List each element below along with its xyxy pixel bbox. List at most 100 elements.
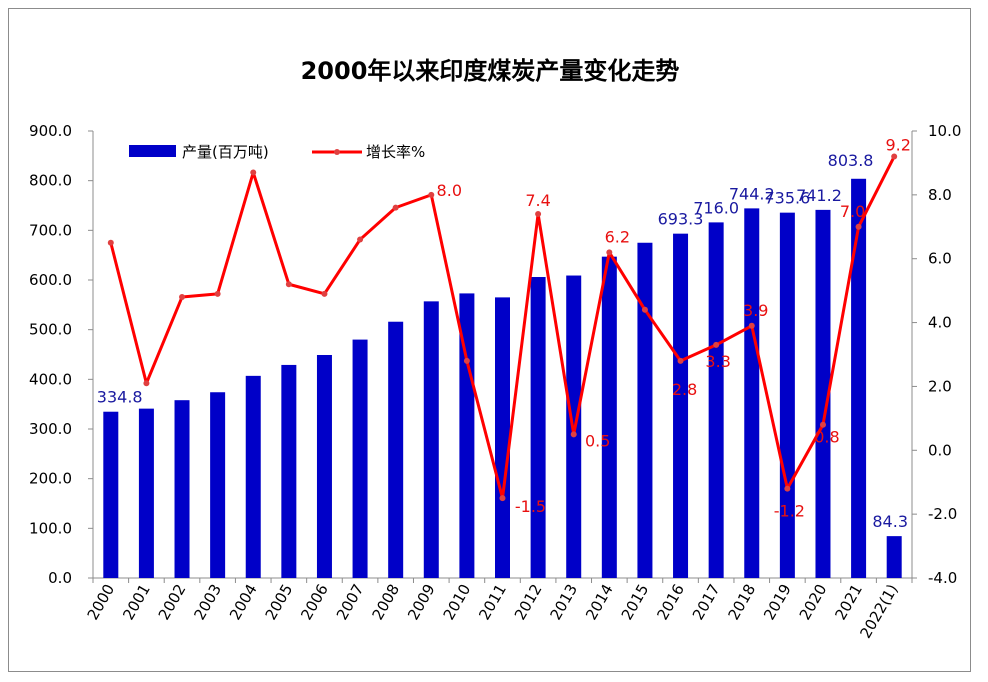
left-tick-label: 400.0 [29,370,72,388]
left-tick-label: 100.0 [29,519,72,537]
bar-2002 [174,400,190,578]
bar-2008 [388,321,404,578]
rate-point-2021 [855,223,862,230]
rate-point-2020 [819,421,826,428]
right-tick-label: 6.0 [928,250,952,268]
bar-data-label: 744.2 [729,184,775,203]
rate-data-label: 0.5 [585,431,610,450]
x-category-label: 2014 [582,581,617,623]
rate-data-label: 0.8 [814,428,839,447]
rate-point-2006 [321,290,328,297]
rate-point-2012 [535,211,542,218]
right-tick-label: -4.0 [928,569,957,587]
x-category-label: 2008 [368,581,403,623]
x-category-label: 2004 [226,581,261,623]
bar-2005 [281,364,297,578]
x-category-label: 2007 [333,581,368,623]
x-category-label: 2010 [440,581,475,623]
x-category-label: 2021 [831,581,866,623]
rate-point-2014 [606,249,613,256]
bar-2006 [316,354,332,578]
left-tick-label: 200.0 [29,470,72,488]
bar-2009 [423,301,439,578]
x-category-label: 2016 [653,581,688,623]
x-category-label: 2005 [262,581,297,623]
bar-2020 [815,209,831,578]
bar-2004 [245,375,261,578]
rate-data-label: 6.2 [605,227,630,246]
left-tick-label: 300.0 [29,420,72,438]
left-tick-label: 500.0 [29,321,72,339]
left-tick-label: 0.0 [48,569,72,587]
legend-bar-label: 产量(百万吨) [182,143,269,161]
x-category-label: 2015 [618,581,653,623]
x-category-label: 2009 [404,581,439,623]
rate-point-2004 [250,169,257,176]
rate-data-label: 2.8 [672,380,697,399]
x-category-label: 2018 [725,581,760,623]
x-category-label: 2012 [511,581,546,623]
right-tick-label: 8.0 [928,186,952,204]
bar-2017 [708,222,724,579]
bar-2007 [352,339,368,578]
chart-title: 2000年以来印度煤炭产量变化走势 [301,57,680,85]
legend: 产量(百万吨) 增长率% [129,143,425,161]
left-axis-ticks: 0.0 100.0 200.0 300.0 400.0 500.0 600.0 700.0 80… [29,122,93,587]
x-category-label: 2019 [760,581,795,623]
left-tick-label: 700.0 [29,221,72,239]
bar-2021 [851,178,867,578]
bar-2018 [744,208,760,578]
right-tick-label: 2.0 [928,377,952,395]
bar-series [103,178,902,579]
rate-data-labels: 8.0 -1.5 7.4 0.5 6.2 2.8 3.3 3.9 -1.2 0.8 7.0 9.2 [437,136,911,521]
rate-data-label: -1.2 [774,502,805,521]
rate-data-label: 7.0 [840,202,865,221]
left-tick-label: 900.0 [29,122,72,140]
rate-data-label: 9.2 [885,136,910,155]
x-category-label: 2017 [689,581,724,623]
bar-2015 [637,242,653,578]
rate-point-2002 [179,294,186,301]
bar-data-label: 693.3 [658,210,704,229]
rate-point-2009 [428,191,435,198]
rate-data-label: -1.5 [515,497,546,516]
rate-point-2018 [748,322,755,329]
bar-2000 [103,411,119,578]
rate-point-2003 [214,290,221,297]
left-tick-label: 600.0 [29,271,72,289]
right-tick-label: 4.0 [928,314,952,332]
bar-2014 [601,256,617,578]
rate-point-2001 [143,380,150,387]
x-category-label: 2001 [119,581,154,623]
bar-2012 [530,277,546,578]
x-category-label: 2020 [796,581,831,623]
rate-data-label: 3.9 [743,301,768,320]
x-axis-ticks: 2000 2001 2002 2003 2004 2005 2006 2007 2008 2009… [84,578,913,641]
rate-point-2000 [107,239,114,246]
bar-data-label: 803.8 [828,151,874,170]
rate-point-2016 [677,357,684,364]
rate-point-2005 [285,281,292,288]
rate-data-label: 8.0 [437,181,462,200]
rate-point-2011 [499,495,506,502]
rate-point-2017 [713,341,720,348]
rate-point-2022(1) [891,153,898,160]
bar-2001 [138,408,154,578]
chart-frame [8,8,971,672]
right-axis-ticks: -4.0 -2.0 0.0 2.0 4.0 6.0 8.0 10.0 [912,122,961,587]
rate-point-2010 [463,357,470,364]
x-category-label: 2006 [297,581,332,623]
rate-point-2019 [784,485,791,492]
legend-line-label: 增长率% [366,143,425,161]
bar-data-label: 735.6 [764,189,810,208]
rate-point-2008 [392,204,399,211]
bar-2022(1) [886,536,902,578]
rate-data-label: 7.4 [525,191,550,210]
x-category-label: 2003 [190,581,225,623]
right-tick-label: -2.0 [928,505,957,523]
rate-point-2015 [641,306,648,313]
bar-2003 [210,392,226,578]
plot-area: 0.0 100.0 200.0 300.0 400.0 500.0 600.0 700.0 80… [29,122,961,641]
